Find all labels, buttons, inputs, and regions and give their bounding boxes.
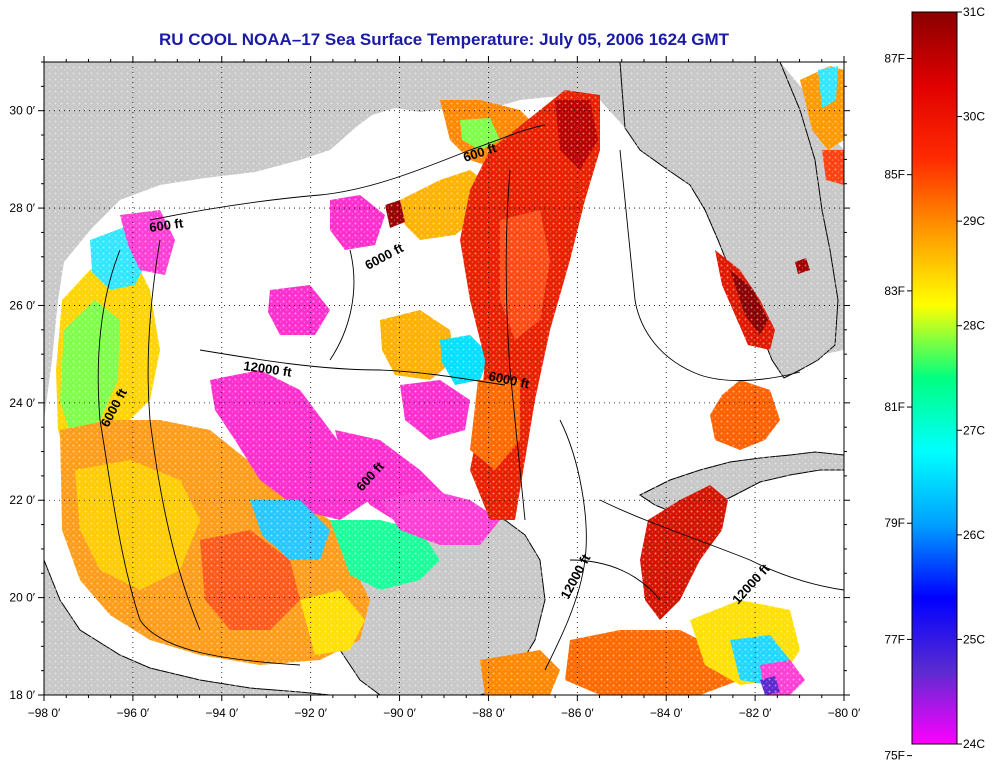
lat-tick-label: 26 0′ (9, 298, 35, 312)
lon-tick-label: −84 0′ (650, 706, 683, 720)
latitude-axis-labels: 18 0′ 20 0′ 22 0′ 24 0′ 26 0′ 28 0′ 30 0′ (9, 104, 35, 702)
lat-tick-label: 24 0′ (9, 396, 35, 410)
contour-label: 600 ft (148, 215, 184, 235)
lon-tick-label: −94 0′ (205, 706, 238, 720)
longitude-axis-labels: −98 0′ −96 0′ −94 0′ −92 0′ −90 0′ −88 0′ −86 … (28, 706, 861, 720)
lat-lon-grid (44, 62, 844, 695)
lon-tick-label: −86 0′ (561, 706, 594, 720)
lon-tick-label: −80 0′ (828, 706, 861, 720)
lon-tick-label: −88 0′ (472, 706, 505, 720)
lat-tick-label: 22 0′ (9, 493, 35, 507)
lon-tick-label: −90 0′ (383, 706, 416, 720)
lon-tick-label: −92 0′ (294, 706, 327, 720)
lat-tick-label: 18 0′ (9, 688, 35, 702)
lon-tick-label: −98 0′ (28, 706, 61, 720)
lat-tick-label: 28 0′ (9, 201, 35, 215)
lon-tick-label: −82 0′ (739, 706, 772, 720)
axis-ticks (38, 56, 850, 701)
chart-title: RU COOL NOAA–17 Sea Surface Temperature:… (158, 30, 730, 49)
bathymetry-contours (97, 124, 844, 671)
lon-tick-label: −96 0′ (117, 706, 150, 720)
lat-tick-label: 20 0′ (9, 591, 35, 605)
sst-data-layer (44, 62, 844, 695)
lat-tick-label: 30 0′ (9, 104, 35, 118)
contour-label: 12000 ft (243, 358, 294, 380)
